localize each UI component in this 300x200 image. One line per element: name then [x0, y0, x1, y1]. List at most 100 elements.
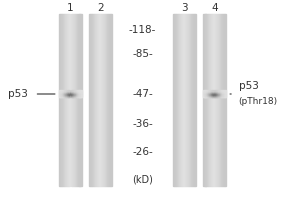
Bar [217, 92, 218, 93]
Bar [221, 94, 222, 95]
Bar [182, 14, 183, 186]
Bar [214, 90, 215, 91]
Bar [68, 90, 69, 91]
Bar [211, 96, 212, 97]
Bar [224, 14, 225, 186]
Bar [206, 96, 207, 97]
Bar [176, 14, 177, 186]
Bar [66, 95, 67, 96]
Bar [213, 90, 214, 91]
Bar [212, 90, 213, 91]
Bar [187, 14, 188, 186]
Bar [61, 14, 62, 186]
Bar [73, 93, 74, 94]
Bar [224, 95, 225, 96]
Bar [68, 92, 69, 93]
Bar [173, 14, 174, 186]
Bar [210, 14, 211, 186]
Bar [219, 90, 220, 91]
Bar [224, 92, 225, 93]
Bar [65, 92, 66, 93]
Bar [92, 14, 93, 186]
Bar [69, 94, 70, 95]
Bar [212, 91, 213, 92]
Bar [60, 94, 61, 95]
Bar [79, 92, 80, 93]
Bar [208, 14, 209, 186]
Bar [220, 94, 221, 95]
Bar [210, 91, 211, 92]
Bar [62, 94, 63, 95]
Bar [80, 14, 81, 186]
Bar [179, 14, 180, 186]
Bar [79, 14, 80, 186]
Bar [75, 91, 76, 92]
Bar [59, 90, 60, 91]
Bar [209, 94, 210, 95]
Bar [65, 96, 66, 97]
Bar [209, 92, 210, 93]
Bar [212, 93, 213, 94]
Bar [204, 90, 205, 91]
Bar [214, 91, 215, 92]
Bar [70, 93, 71, 94]
Bar [71, 14, 72, 186]
Bar [74, 96, 75, 97]
Bar [59, 96, 60, 97]
Bar [213, 95, 214, 96]
Bar [67, 91, 68, 92]
Bar [70, 14, 71, 186]
Bar [206, 95, 207, 96]
Bar [208, 96, 209, 97]
Bar [225, 94, 226, 95]
Bar [65, 94, 66, 95]
Bar [210, 95, 211, 96]
Bar [206, 94, 207, 95]
Bar [208, 90, 209, 91]
Bar [205, 95, 206, 96]
Bar [77, 95, 78, 96]
Bar [219, 92, 220, 93]
Bar [89, 14, 90, 186]
Bar [220, 90, 221, 91]
Bar [60, 14, 61, 186]
Bar [224, 94, 225, 95]
Bar [223, 93, 224, 94]
Bar [214, 94, 215, 95]
Bar [81, 92, 82, 93]
Bar [68, 14, 69, 186]
Bar [223, 92, 224, 93]
Bar [224, 90, 225, 91]
Bar [220, 14, 221, 186]
Bar [217, 93, 218, 94]
Bar [63, 91, 64, 92]
Bar [73, 96, 74, 97]
Bar [66, 90, 67, 91]
Bar [69, 93, 70, 94]
Bar [63, 90, 64, 91]
Bar [216, 90, 217, 91]
Bar [211, 94, 212, 95]
Bar [203, 91, 204, 92]
Text: -36-: -36- [132, 119, 153, 129]
Bar [177, 14, 178, 186]
Bar [212, 92, 213, 93]
Bar [78, 14, 79, 186]
Bar [223, 94, 224, 95]
Bar [102, 14, 103, 186]
Bar [68, 95, 69, 96]
Bar [104, 14, 105, 186]
Bar [72, 92, 73, 93]
Bar [205, 94, 206, 95]
Bar [96, 14, 97, 186]
Bar [215, 95, 216, 96]
Bar [80, 96, 81, 97]
Bar [61, 92, 62, 93]
Bar [195, 14, 196, 186]
Bar [216, 92, 217, 93]
Bar [222, 90, 223, 91]
Bar [61, 96, 62, 97]
Bar [219, 93, 220, 94]
Bar [205, 96, 206, 97]
Bar [61, 95, 62, 96]
